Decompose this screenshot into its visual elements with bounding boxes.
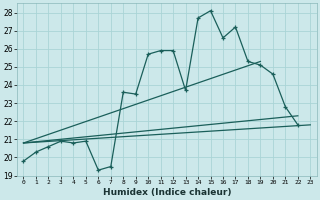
X-axis label: Humidex (Indice chaleur): Humidex (Indice chaleur)	[103, 188, 231, 197]
